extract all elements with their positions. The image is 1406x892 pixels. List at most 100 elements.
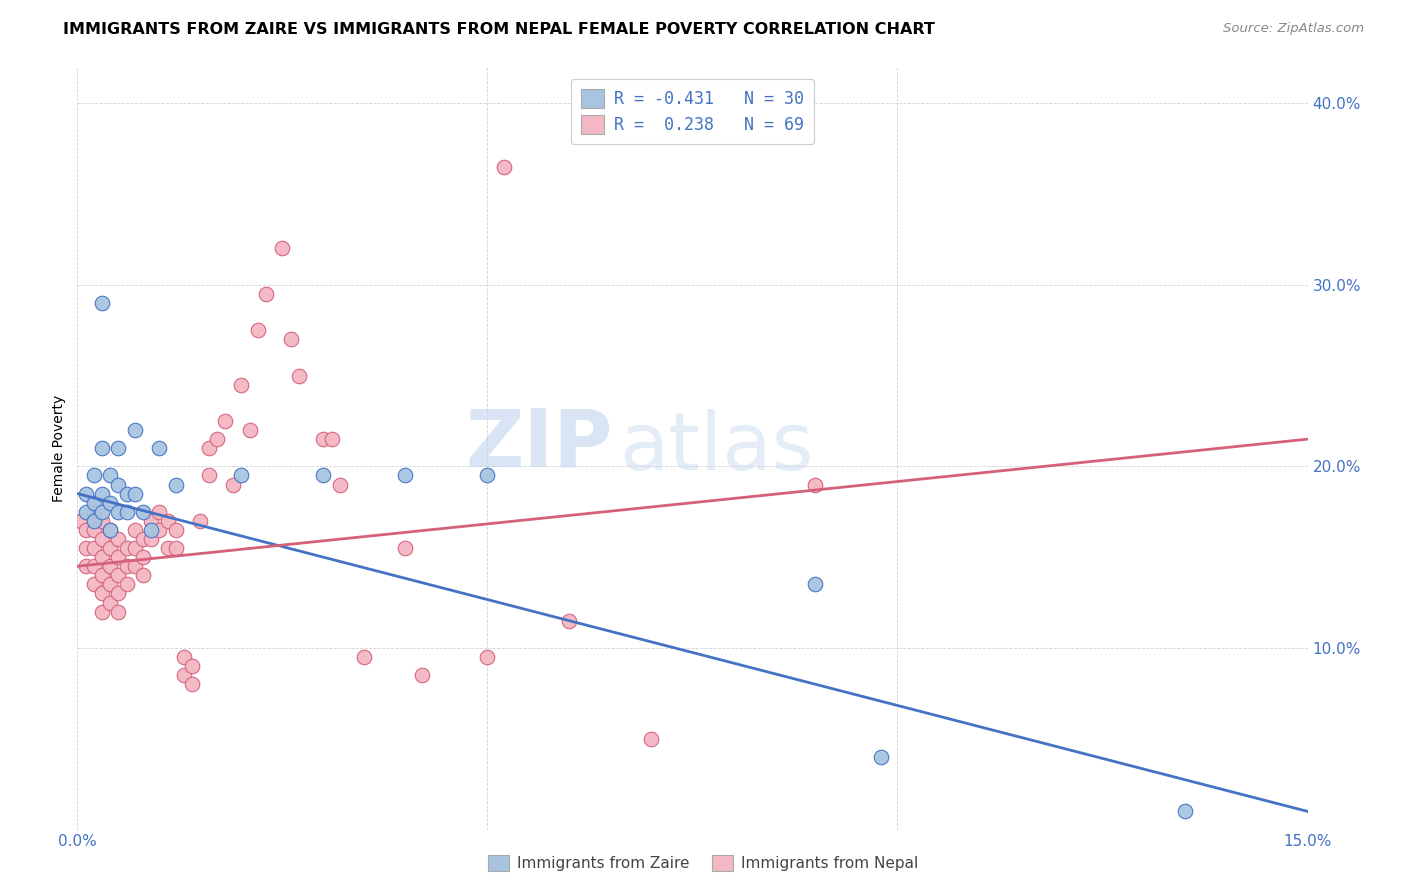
Point xyxy=(107,442,129,455)
Point xyxy=(165,523,187,537)
Point xyxy=(197,468,219,483)
Point xyxy=(83,559,105,574)
Point xyxy=(83,514,105,528)
Point xyxy=(90,568,114,582)
Point xyxy=(312,468,335,483)
Point xyxy=(107,550,129,565)
Point xyxy=(246,323,269,337)
Point xyxy=(115,505,138,519)
Point xyxy=(115,559,138,574)
Point xyxy=(156,541,179,555)
Point xyxy=(98,523,121,537)
Point xyxy=(70,514,93,528)
Point xyxy=(254,286,277,301)
Point xyxy=(75,541,97,555)
Point xyxy=(141,523,163,537)
Text: IMMIGRANTS FROM ZAIRE VS IMMIGRANTS FROM NEPAL FEMALE POVERTY CORRELATION CHART: IMMIGRANTS FROM ZAIRE VS IMMIGRANTS FROM… xyxy=(63,22,935,37)
Text: atlas: atlas xyxy=(619,409,813,487)
Point xyxy=(83,577,105,591)
Point xyxy=(870,750,893,764)
Point xyxy=(90,532,114,546)
Point xyxy=(394,541,416,555)
Y-axis label: Female Poverty: Female Poverty xyxy=(52,394,66,502)
Point xyxy=(90,514,114,528)
Legend: Immigrants from Zaire, Immigrants from Nepal: Immigrants from Zaire, Immigrants from N… xyxy=(481,849,925,877)
Point xyxy=(98,596,121,610)
Point xyxy=(288,368,311,383)
Point xyxy=(477,650,499,665)
Point xyxy=(98,559,121,574)
Point xyxy=(804,577,827,591)
Point xyxy=(1174,805,1197,819)
Point xyxy=(107,605,129,619)
Point xyxy=(107,586,129,600)
Point xyxy=(132,532,155,546)
Point xyxy=(90,486,114,500)
Point xyxy=(90,550,114,565)
Point xyxy=(222,477,245,491)
Point xyxy=(156,514,179,528)
Text: ZIP: ZIP xyxy=(465,406,613,483)
Point xyxy=(83,496,105,510)
Point xyxy=(165,541,187,555)
Point xyxy=(188,514,212,528)
Point xyxy=(107,568,129,582)
Point xyxy=(181,659,204,673)
Point xyxy=(90,505,114,519)
Point xyxy=(90,442,114,455)
Point xyxy=(231,377,253,392)
Point xyxy=(280,332,302,346)
Point xyxy=(107,477,129,491)
Point xyxy=(411,668,433,682)
Point xyxy=(165,477,187,491)
Point xyxy=(148,442,170,455)
Point xyxy=(75,523,97,537)
Point xyxy=(181,677,204,691)
Point xyxy=(329,477,352,491)
Point xyxy=(132,568,155,582)
Point xyxy=(124,523,146,537)
Point xyxy=(83,523,105,537)
Point xyxy=(124,541,146,555)
Point xyxy=(804,477,827,491)
Point xyxy=(132,550,155,565)
Point xyxy=(312,432,335,446)
Point xyxy=(124,423,146,437)
Point xyxy=(98,577,121,591)
Point xyxy=(205,432,228,446)
Point xyxy=(239,423,262,437)
Point xyxy=(115,577,138,591)
Point xyxy=(214,414,236,428)
Point xyxy=(90,605,114,619)
Point xyxy=(107,505,129,519)
Point xyxy=(141,532,163,546)
Point xyxy=(492,160,515,174)
Legend: R = -0.431   N = 30, R =  0.238   N = 69: R = -0.431 N = 30, R = 0.238 N = 69 xyxy=(571,79,814,145)
Point xyxy=(83,541,105,555)
Point xyxy=(132,505,155,519)
Point xyxy=(107,532,129,546)
Point xyxy=(353,650,375,665)
Point xyxy=(141,514,163,528)
Point xyxy=(321,432,343,446)
Point xyxy=(394,468,416,483)
Point xyxy=(83,505,105,519)
Point xyxy=(558,614,581,628)
Point xyxy=(148,505,170,519)
Point xyxy=(197,442,219,455)
Point xyxy=(98,496,121,510)
Point xyxy=(148,523,170,537)
Point xyxy=(98,468,121,483)
Point xyxy=(124,559,146,574)
Point xyxy=(98,541,121,555)
Point xyxy=(115,486,138,500)
Point xyxy=(98,523,121,537)
Point xyxy=(83,468,105,483)
Point xyxy=(271,242,294,256)
Point xyxy=(75,486,97,500)
Point xyxy=(90,586,114,600)
Point xyxy=(477,468,499,483)
Point xyxy=(75,505,97,519)
Point xyxy=(75,559,97,574)
Point xyxy=(115,541,138,555)
